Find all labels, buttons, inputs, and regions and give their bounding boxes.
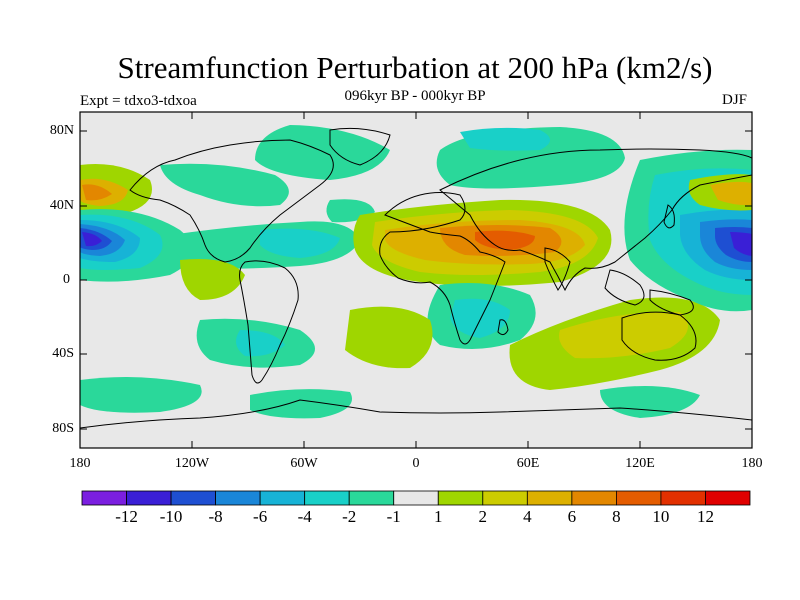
axis-ticks [80, 112, 752, 448]
colorbar-swatch [81, 490, 127, 506]
colorbar-label: 12 [696, 507, 714, 526]
colorbar-swatch [304, 490, 350, 506]
colorbar-swatch [705, 490, 751, 506]
lat-label-40s: 40S [52, 346, 74, 361]
lon-label-120w: 120W [174, 456, 210, 471]
colorbar-swatch [215, 490, 261, 506]
lon-label-180e: 180 [741, 456, 763, 471]
colorbar-label: 10 [652, 507, 670, 526]
colorbar-label: -12 [115, 507, 138, 526]
lat-label-40n: 40N [49, 198, 74, 213]
colorbar-swatch [348, 490, 395, 506]
colorbar-label: 8 [612, 507, 621, 526]
season-label: DJF [722, 92, 748, 108]
lon-label-180w: 180 [69, 456, 91, 471]
colorbar-swatch [259, 490, 306, 506]
colorbar-swatch [393, 490, 439, 506]
map-title: Streamfunction Perturbation at 200 hPa (… [117, 50, 713, 85]
colorbar-swatch [126, 490, 172, 506]
colorbar-label: -10 [159, 507, 183, 526]
colorbar-label: -8 [208, 507, 223, 526]
colorbar-swatch [482, 490, 528, 506]
colorbar-label: 6 [567, 507, 577, 526]
colorbar-label: -4 [297, 507, 312, 526]
colorbar-swatch [660, 490, 706, 506]
colorbar-label: 2 [478, 507, 488, 526]
colorbar-label: 1 [434, 507, 443, 526]
colorbar-swatch [571, 490, 617, 506]
colorbar-label: -6 [253, 507, 268, 526]
lat-label-0: 0 [63, 272, 70, 287]
period-label: 096kyr BP - 000kyr BP [344, 88, 486, 104]
coastlines [80, 127, 752, 429]
colorbar-swatch [437, 490, 484, 506]
experiment-label: Expt = tdxo3-tdxoa [80, 93, 197, 109]
lon-label-0: 0 [412, 456, 420, 471]
lon-label-60e: 60E [516, 456, 540, 471]
colorbar-swatch [616, 490, 662, 506]
colorbar-label: -2 [342, 507, 357, 526]
lat-label-80s: 80S [52, 421, 74, 436]
colorbar-swatch [170, 490, 216, 506]
colorbar-label: 4 [523, 507, 532, 526]
colorbar [81, 490, 751, 506]
lon-label-60w: 60W [290, 456, 318, 471]
colorbar-swatch [526, 490, 573, 506]
lon-label-120e: 120E [625, 456, 655, 471]
colorbar-label: -1 [386, 507, 401, 526]
lat-label-80n: 80N [49, 123, 74, 138]
